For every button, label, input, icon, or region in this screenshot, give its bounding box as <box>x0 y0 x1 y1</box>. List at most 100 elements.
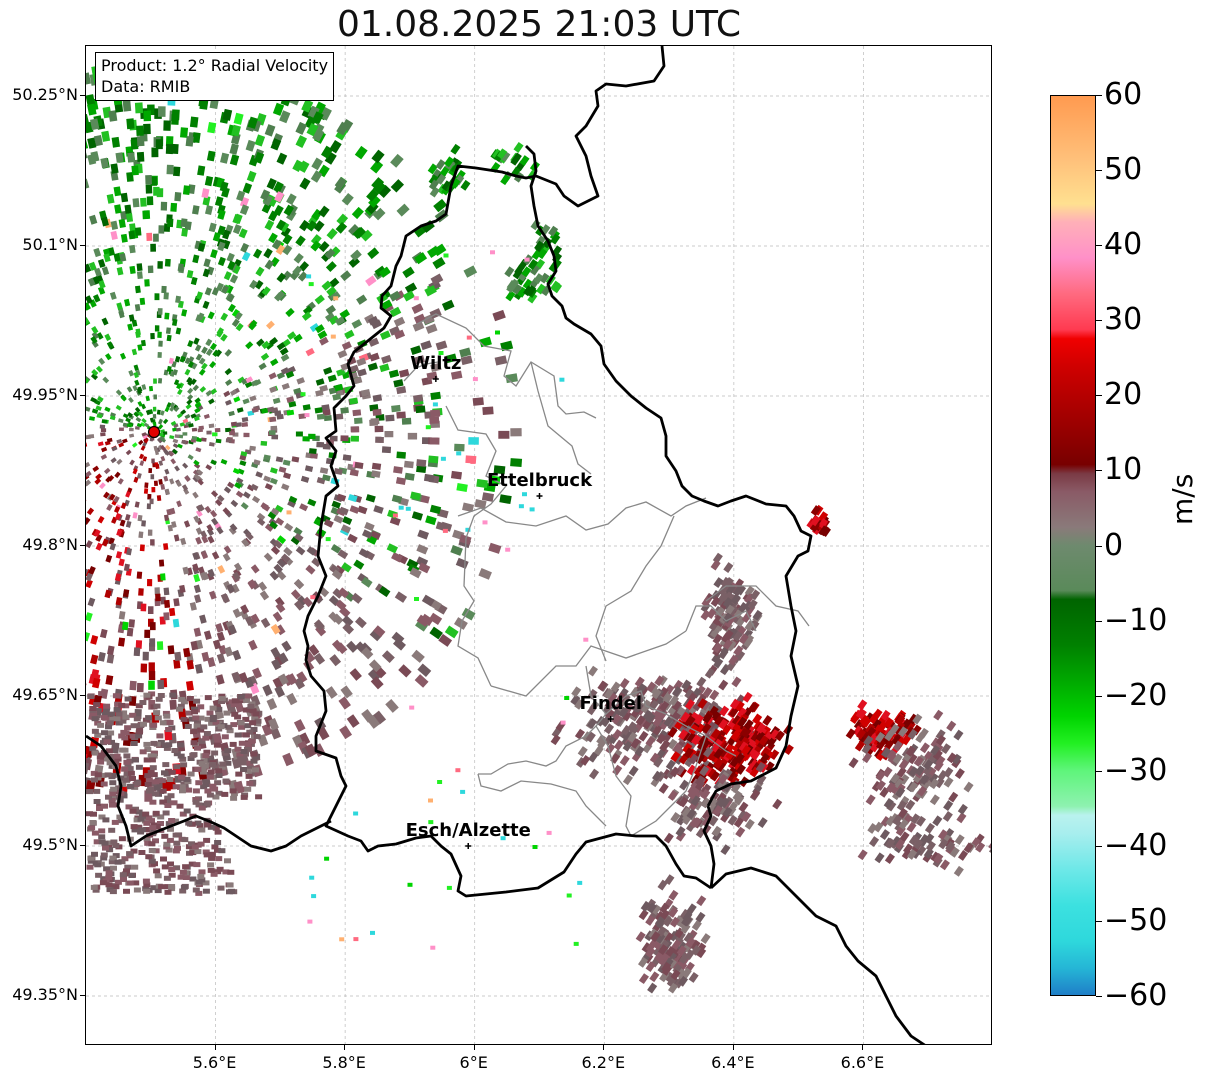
radar-pixel <box>953 865 964 877</box>
radar-pixel <box>224 349 233 357</box>
radar-pixel <box>683 932 694 944</box>
radar-pixel <box>897 726 908 738</box>
radar-pixel <box>273 563 283 574</box>
radar-pixel <box>681 679 692 691</box>
radar-pixel <box>200 802 208 808</box>
radar-pixel <box>95 365 103 373</box>
radar-pixel <box>402 266 415 279</box>
radar-pixel <box>133 476 139 483</box>
radar-pixel <box>119 747 127 753</box>
city-wiltz: Wiltz <box>410 353 461 382</box>
radar-pixel <box>110 786 118 792</box>
radar-pixel <box>922 750 934 762</box>
latitude-tick-mark <box>80 995 85 996</box>
radar-pixel <box>396 386 407 395</box>
radar-pixel <box>653 756 664 768</box>
radar-pixel <box>142 878 150 884</box>
radar-pixel <box>179 355 186 363</box>
radar-pixel <box>186 659 195 670</box>
radar-pixel <box>929 778 940 790</box>
radar-pixel <box>109 542 117 551</box>
radar-pixel <box>742 691 753 703</box>
radar-pixel <box>372 394 383 402</box>
radar-pixel <box>218 696 226 702</box>
radar-pixel <box>256 512 266 521</box>
radar-pixel <box>293 333 303 343</box>
radar-pixel <box>476 478 488 489</box>
radar-pixel <box>133 716 141 722</box>
radar-pixel <box>577 880 583 885</box>
radar-pixel <box>943 767 954 778</box>
radar-pixel <box>274 291 284 302</box>
radar-pixel <box>144 279 150 287</box>
radar-pixel <box>96 806 103 811</box>
radar-pixel <box>97 651 106 662</box>
radar-pixel <box>129 244 136 254</box>
radar-pixel <box>135 809 143 815</box>
radar-pixel <box>270 545 281 555</box>
radar-pixel <box>499 494 512 505</box>
radar-pixel <box>391 404 401 413</box>
radar-pixel <box>718 648 729 660</box>
radar-pixel <box>108 797 116 803</box>
radar-pixel <box>86 572 93 582</box>
radar-pixel <box>369 352 380 362</box>
radar-map[interactable]: Wiltz Ettelbruck Findel Esch/Alzette <box>85 45 992 1045</box>
radar-pixel <box>287 365 296 374</box>
radar-pixel <box>459 534 472 545</box>
radar-pixel <box>86 442 88 448</box>
radar-pixel <box>173 751 181 757</box>
radar-pixel <box>349 505 360 514</box>
radar-pixel <box>326 228 338 240</box>
radar-pixel <box>236 190 246 202</box>
radar-pixel <box>234 311 243 321</box>
radar-pixel <box>173 865 181 871</box>
radar-pixel <box>122 714 130 720</box>
radar-pixel <box>604 723 615 735</box>
radar-pixel <box>165 444 171 451</box>
radar-pixel <box>250 727 258 732</box>
radar-pixel <box>332 393 342 401</box>
radar-pixel <box>151 458 155 464</box>
radar-pixel <box>131 784 139 790</box>
radar-pixel <box>681 915 692 927</box>
radar-pixel <box>167 218 174 228</box>
radar-pixel <box>154 449 160 456</box>
radar-pixel <box>122 438 128 444</box>
radar-pixel <box>282 752 294 767</box>
radar-pixel <box>818 525 829 537</box>
latitude-tick-label: 50.25°N <box>12 85 78 104</box>
radar-pixel <box>680 711 691 723</box>
radar-pixel <box>186 270 194 279</box>
radar-pixel <box>158 778 166 784</box>
radar-pixel <box>481 492 495 502</box>
radar-pixel <box>187 387 194 395</box>
radar-pixel <box>184 221 192 231</box>
radar-pixel <box>711 711 722 722</box>
radar-pixel <box>908 766 919 778</box>
radar-pixel <box>133 371 139 379</box>
radar-pixel <box>97 441 104 447</box>
radar-pixel <box>414 674 429 688</box>
radar-pixel <box>621 729 632 741</box>
radar-pixel <box>655 932 666 944</box>
radar-pixel <box>470 459 476 464</box>
radar-pixel <box>278 652 289 664</box>
radar-pixel <box>350 435 359 442</box>
radar-pixel <box>645 736 656 747</box>
radar-pixel <box>153 394 157 400</box>
radar-pixel <box>237 694 245 700</box>
radar-pixel <box>702 712 713 724</box>
radar-pixel <box>915 815 926 827</box>
radar-pixel <box>110 163 119 174</box>
radar-pixel <box>510 458 523 468</box>
radar-pixel <box>299 177 311 190</box>
radar-pixel <box>425 323 438 334</box>
radar-pixel <box>91 830 99 836</box>
radar-pixel <box>278 673 289 686</box>
radar-pixel <box>133 364 139 371</box>
radar-pixel <box>176 803 184 809</box>
radar-pixel <box>90 668 100 680</box>
radar-pixel <box>244 768 252 774</box>
radar-pixel <box>668 907 679 918</box>
